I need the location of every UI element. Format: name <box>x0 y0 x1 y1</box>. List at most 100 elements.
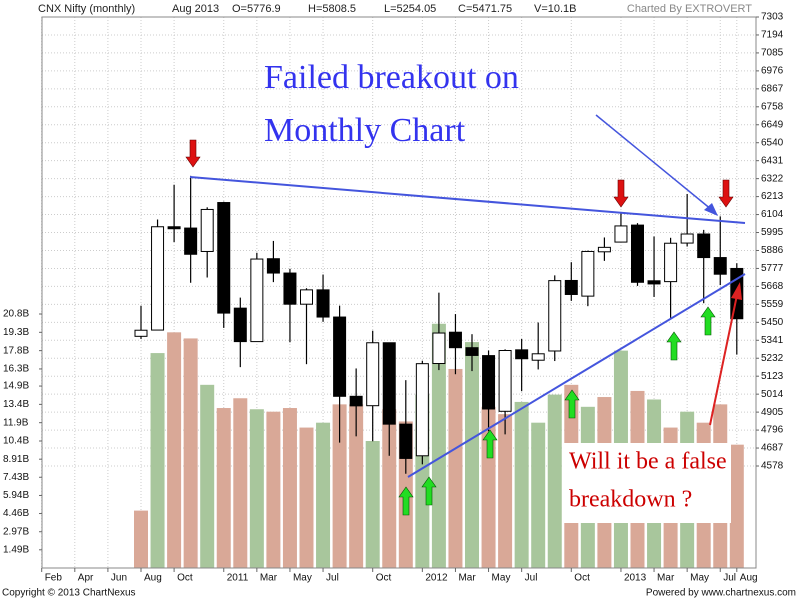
chart-title: CNX Nifty (monthly) <box>38 3 135 15</box>
x-tick-label: May <box>492 573 511 584</box>
candle-body <box>316 289 330 318</box>
y-tick-label: 5559 <box>761 299 784 310</box>
up-arrow <box>666 331 682 361</box>
down-arrow <box>185 139 201 168</box>
y-tick-label: 5886 <box>761 245 784 256</box>
volume-layer <box>134 323 744 568</box>
candle-body <box>697 233 711 259</box>
candle-body <box>581 250 595 297</box>
y-tick-label: 6322 <box>761 173 784 184</box>
y-tick-label: 4796 <box>761 425 784 436</box>
candle-body <box>233 307 247 343</box>
x-tick-label: 2012 <box>425 573 448 584</box>
y2-tick-label: 16.3B <box>3 364 29 375</box>
volume-bar <box>150 353 165 568</box>
candle-body <box>498 349 512 412</box>
x-tick-label: May <box>690 573 709 584</box>
volume-bar <box>216 408 231 568</box>
y-tick-label: 6213 <box>761 191 784 202</box>
footer: Copyright © 2013 ChartNexus <box>2 588 136 599</box>
volume-bar <box>134 510 148 568</box>
y2-tick-label: 20.8B <box>3 309 29 320</box>
y2-tick-label: 10.4B <box>3 436 29 447</box>
up-arrow <box>421 476 437 506</box>
x-tick-label: Jul <box>723 573 736 584</box>
plot-frame <box>41 16 757 569</box>
candle-body <box>167 226 181 230</box>
x-tick-label: Feb <box>45 573 63 584</box>
y-tick-label: 6649 <box>761 119 784 130</box>
up-arrow <box>482 429 498 459</box>
y-tick-label: 5014 <box>761 389 784 400</box>
candle-body <box>415 363 429 457</box>
annotation: Will it be a false <box>569 449 727 475</box>
up-arrow <box>398 486 414 516</box>
volume-bar <box>183 338 198 568</box>
candle-body <box>564 279 578 295</box>
x-tick-label: Aug <box>740 573 758 584</box>
x-tick-label: Oct <box>376 573 392 584</box>
annotation-box <box>563 443 731 523</box>
down-arrow <box>718 179 734 208</box>
candle-body <box>266 258 280 274</box>
candle-body <box>283 272 297 305</box>
y-tick-label: 6976 <box>761 66 784 77</box>
candle-body <box>399 423 413 459</box>
candle-body <box>366 342 380 407</box>
y-tick-label: 6431 <box>761 155 784 166</box>
volume-bar <box>431 323 446 568</box>
up-arrow <box>700 306 716 336</box>
candle-body <box>200 208 214 252</box>
y-tick-label: 5123 <box>761 371 784 382</box>
candle-body <box>597 246 611 253</box>
candle-body <box>465 347 479 356</box>
pointer-head <box>704 203 718 216</box>
candle-body <box>250 258 264 343</box>
red-arrows <box>185 139 734 208</box>
volume-bar <box>299 427 314 568</box>
y-tick-label: 5777 <box>761 263 784 274</box>
candle-body <box>482 355 496 410</box>
y2-tick-label: 19.3B <box>3 327 29 338</box>
y2-tick-label: 17.8B <box>3 345 29 356</box>
volume-bar <box>448 368 463 568</box>
y2-tick-label: 14.9B <box>3 381 29 392</box>
candle-body <box>448 331 462 349</box>
credit: Charted By EXTROVERT <box>627 3 752 15</box>
candle-body <box>184 227 198 255</box>
volume-bar <box>332 404 347 568</box>
header-item: H=5808.5 <box>308 3 356 15</box>
candle-body <box>134 329 148 337</box>
y2-tick-label: 13.4B <box>3 399 29 410</box>
y2-tick-label: 11.9B <box>3 417 29 428</box>
volume-bar <box>382 409 397 568</box>
candle-body <box>614 225 628 243</box>
volume-bar <box>233 398 248 568</box>
x-tick-label: 2011 <box>227 573 249 584</box>
x-tick-label: Jul <box>525 573 538 584</box>
volume-bar <box>282 408 297 568</box>
green-arrows <box>398 306 716 516</box>
candle-body <box>631 224 644 283</box>
trend-line <box>189 176 746 224</box>
volume-bar <box>167 332 182 568</box>
candle-body <box>647 280 661 285</box>
candle-body <box>217 202 231 314</box>
candle-body <box>680 233 694 244</box>
volume-bar <box>316 422 331 568</box>
y-tick-label: 4578 <box>761 461 784 472</box>
x-tick-label: Mar <box>260 573 278 584</box>
annotation: breakdown ? <box>569 487 692 513</box>
x-tick-label: Oct <box>574 573 590 584</box>
y-tick-label: 5668 <box>761 281 784 292</box>
pointer-head <box>731 282 742 300</box>
volume-bar <box>729 444 744 568</box>
annotation: Monthly Chart <box>264 112 466 149</box>
y-tick-label: 6867 <box>761 83 784 94</box>
volume-bar <box>266 411 281 568</box>
candle-body <box>382 342 396 425</box>
candle-body <box>432 332 446 365</box>
candle-body <box>349 395 363 407</box>
